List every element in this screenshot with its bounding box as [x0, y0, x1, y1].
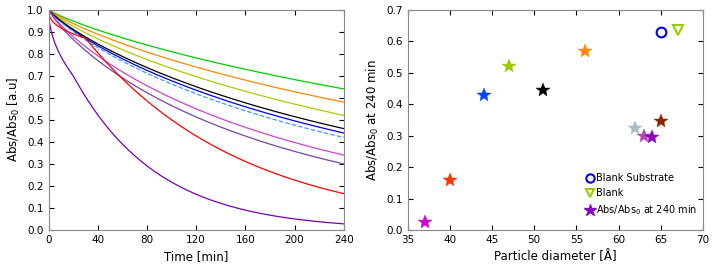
Legend: Blank Substrate, Blank, Abs/Abs$_0$ at 240 min: Blank Substrate, Blank, Abs/Abs$_0$ at 2… [583, 169, 701, 221]
X-axis label: Time [min]: Time [min] [164, 250, 228, 263]
X-axis label: Particle diameter [Å]: Particle diameter [Å] [494, 250, 616, 263]
Y-axis label: Abs/Abs$_0$ at 240 min: Abs/Abs$_0$ at 240 min [365, 59, 381, 180]
Y-axis label: Abs/Abs$_0$ [a.u]: Abs/Abs$_0$ [a.u] [6, 77, 21, 162]
